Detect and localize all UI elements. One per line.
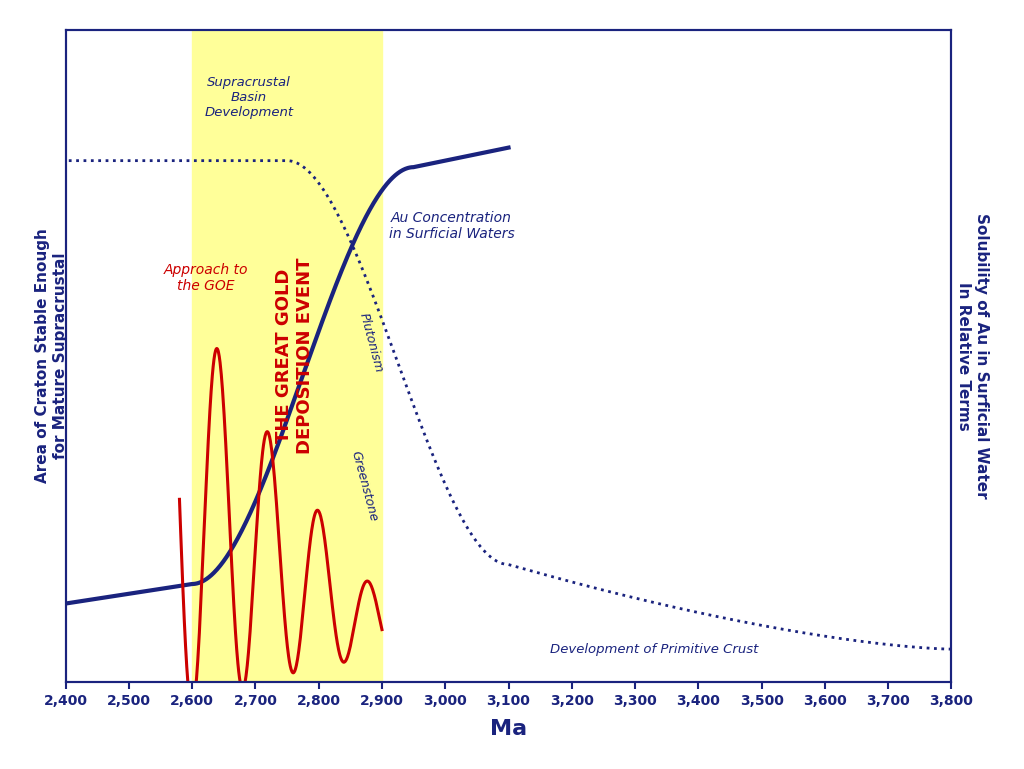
Text: THE GREAT GOLD
DEPOSITION EVENT: THE GREAT GOLD DEPOSITION EVENT: [275, 258, 314, 454]
X-axis label: Ma: Ma: [489, 718, 527, 738]
Text: Plutonism: Plutonism: [356, 311, 385, 375]
Text: Au Concentration
in Surficial Waters: Au Concentration in Surficial Waters: [389, 211, 514, 241]
Y-axis label: Area of Craton Stable Enough
for Mature Supracrustal: Area of Craton Stable Enough for Mature …: [36, 228, 68, 484]
Bar: [193, 31, 382, 681]
Text: Development of Primitive Crust: Development of Primitive Crust: [550, 643, 758, 656]
Y-axis label: Solubility of Au in Surficial Water
In Relative Terms: Solubility of Au in Surficial Water In R…: [956, 213, 988, 499]
Text: Approach to
the GOE: Approach to the GOE: [164, 263, 248, 293]
Text: Supracrustal
Basin
Development: Supracrustal Basin Development: [205, 76, 294, 119]
Text: Greenstone: Greenstone: [348, 450, 380, 523]
